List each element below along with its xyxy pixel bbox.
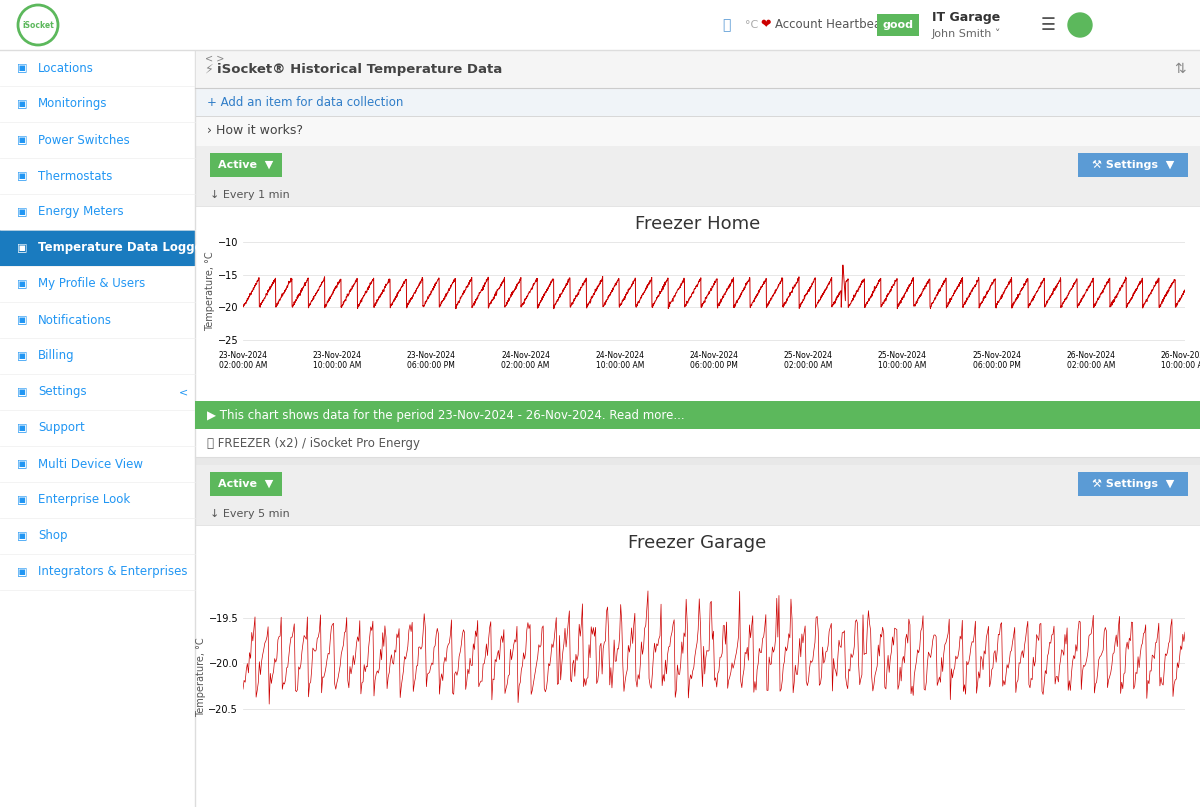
Bar [0,158,194,194]
Text: Temperature Data Loggers: Temperature Data Loggers [38,241,216,254]
Bar [194,88,1200,116]
Bar [0,0,194,807]
Text: ▣: ▣ [17,171,28,181]
Text: + Add an item for data collection: + Add an item for data collection [208,95,403,108]
Text: Notifications: Notifications [38,313,112,327]
Bar [194,116,1200,146]
Bar [0,50,194,86]
Text: <: < [179,387,187,397]
Bar [0,338,194,374]
Bar [194,503,1200,525]
Text: ⚒ Settings  ▼: ⚒ Settings ▼ [1092,479,1174,489]
Y-axis label: Temperature, °C: Temperature, °C [205,251,215,331]
Text: °C: °C [745,20,758,30]
Text: Freezer Garage: Freezer Garage [629,534,767,552]
Text: ▣: ▣ [17,243,28,253]
Text: ⚒ Settings  ▼: ⚒ Settings ▼ [1092,160,1174,170]
Text: iSocket® Historical Temperature Data: iSocket® Historical Temperature Data [217,62,503,76]
Text: Support: Support [38,421,85,434]
Text: Multi Device View: Multi Device View [38,458,143,470]
Text: ▣: ▣ [17,531,28,541]
Text: ☰: ☰ [1040,16,1056,34]
Bar [0,374,194,410]
Text: Shop: Shop [38,529,67,542]
Text: ↓ Every 5 min: ↓ Every 5 min [210,509,289,519]
Text: ⚡: ⚡ [205,62,214,76]
Text: Account Heartbeat: Account Heartbeat [775,19,886,31]
Bar [1078,153,1188,177]
Bar [194,429,1200,457]
Bar [194,457,1200,465]
Text: good: good [882,20,913,30]
Text: < >: < > [205,54,224,64]
Bar [0,266,194,302]
Bar [194,401,1200,429]
Text: Active  ▼: Active ▼ [218,479,274,489]
Bar [194,525,1200,807]
Bar [210,153,282,177]
Text: ⇅: ⇅ [1174,62,1186,76]
Bar [197,48,235,70]
Bar [0,122,194,158]
Text: ▣: ▣ [17,135,28,145]
Text: ▣: ▣ [17,495,28,505]
Bar [1078,472,1188,496]
Bar [0,194,194,230]
Text: ▣: ▣ [17,567,28,577]
Bar [194,206,1200,401]
Text: ▣: ▣ [17,207,28,217]
Bar [194,50,1200,88]
Bar [0,446,194,482]
Text: Billing: Billing [38,349,74,362]
Bar [0,302,194,338]
Text: IT Garage: IT Garage [932,10,1001,23]
Bar [0,0,1200,50]
Text: ❤: ❤ [760,19,770,31]
Text: ▶ This chart shows data for the period 23-Nov-2024 - 26-Nov-2024. Read more...: ▶ This chart shows data for the period 2… [208,408,685,421]
Bar [194,465,1200,503]
Text: ▣: ▣ [17,99,28,109]
Bar [194,146,1200,184]
Text: Enterprise Look: Enterprise Look [38,494,131,507]
Text: John Smith ˅: John Smith ˅ [932,29,1002,40]
Text: Freezer Home: Freezer Home [635,215,760,233]
Text: Settings: Settings [38,386,86,399]
Text: ▣: ▣ [17,63,28,73]
Text: ▣: ▣ [17,351,28,361]
Bar [0,230,194,266]
Text: Thermostats: Thermostats [38,169,113,182]
Text: 🌡: 🌡 [722,18,730,32]
Text: ⌖ FREEZER (x2) / iSocket Pro Energy: ⌖ FREEZER (x2) / iSocket Pro Energy [208,437,420,449]
Text: ↓ Every 1 min: ↓ Every 1 min [210,190,289,200]
Text: Locations: Locations [38,61,94,74]
Text: Energy Meters: Energy Meters [38,206,124,219]
Bar [0,482,194,518]
Bar [877,14,919,36]
Bar [0,410,194,446]
Y-axis label: Temperature, °C: Temperature, °C [196,638,205,717]
Text: Integrators & Enterprises: Integrators & Enterprises [38,566,187,579]
Bar [194,184,1200,206]
Text: ▣: ▣ [17,423,28,433]
Text: Active  ▼: Active ▼ [218,160,274,170]
Bar [0,86,194,122]
Bar [0,554,194,590]
Text: My Profile & Users: My Profile & Users [38,278,145,291]
Text: Power Switches: Power Switches [38,133,130,147]
Circle shape [1068,13,1092,37]
Text: ▣: ▣ [17,387,28,397]
Text: ▣: ▣ [17,459,28,469]
Text: ▣: ▣ [17,315,28,325]
Text: iSocket: iSocket [22,20,54,30]
Text: ▣: ▣ [17,279,28,289]
Bar [0,518,194,554]
Bar [210,472,282,496]
Text: › How it works?: › How it works? [208,124,302,137]
Text: Monitorings: Monitorings [38,98,108,111]
